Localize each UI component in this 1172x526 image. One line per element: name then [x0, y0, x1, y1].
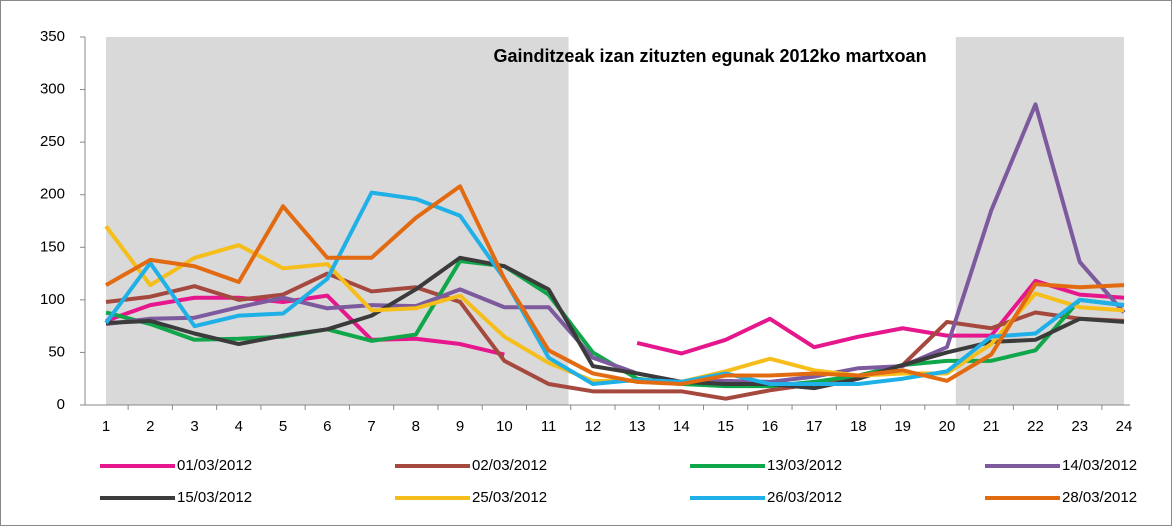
y-tick-label: 250 — [40, 133, 65, 150]
x-tick-label: 6 — [323, 418, 331, 435]
x-tick-label: 14 — [673, 418, 690, 435]
y-tick-label: 100 — [40, 291, 65, 308]
series-line — [105, 184, 1125, 386]
legend-label: 28/03/2012 — [1062, 489, 1137, 506]
x-tick-label: 10 — [496, 418, 513, 435]
legend-label: 25/03/2012 — [472, 489, 547, 506]
x-tick-label: 2 — [146, 418, 154, 435]
x-tick-label: 15 — [717, 418, 734, 435]
x-tick-label: 22 — [1027, 418, 1044, 435]
x-tick-label: 19 — [894, 418, 911, 435]
x-tick-label: 21 — [983, 418, 1000, 435]
y-tick-label: 0 — [57, 396, 65, 413]
x-tick-label: 17 — [806, 418, 823, 435]
series-line — [104, 190, 1125, 386]
series-line — [105, 255, 1125, 391]
legend-label: 26/03/2012 — [767, 489, 842, 506]
x-tick-label: 16 — [762, 418, 779, 435]
legend-label: 14/03/2012 — [1062, 457, 1137, 474]
y-tick-label: 200 — [40, 186, 65, 203]
series-line — [105, 102, 1126, 384]
y-tick-label: 150 — [40, 238, 65, 255]
x-tick-label: 11 — [541, 418, 557, 435]
x-tick-label: 5 — [279, 418, 287, 435]
y-tick-label: 300 — [40, 81, 65, 98]
x-tick-label: 8 — [412, 418, 420, 435]
y-tick-label: 350 — [40, 28, 65, 45]
x-tick-label: 3 — [190, 418, 198, 435]
x-tick-label: 7 — [367, 418, 375, 435]
x-tick-label: 24 — [1116, 418, 1133, 435]
legend-label: 13/03/2012 — [767, 457, 842, 474]
chart-title: Gainditzeak izan zituzten egunak 2012ko … — [493, 46, 926, 66]
x-tick-label: 23 — [1071, 418, 1088, 435]
shaded-band — [106, 37, 569, 405]
x-tick-label: 9 — [456, 418, 464, 435]
x-tick-label: 12 — [585, 418, 602, 435]
legend-label: 15/03/2012 — [177, 489, 252, 506]
legend-label: 01/03/2012 — [177, 457, 252, 474]
x-tick-label: 13 — [629, 418, 646, 435]
plot-area — [104, 102, 1126, 401]
x-tick-label: 18 — [850, 418, 867, 435]
x-tick-label: 4 — [235, 418, 243, 435]
x-tick-label: 20 — [939, 418, 956, 435]
x-tick-label: 1 — [102, 418, 110, 435]
legend-label: 02/03/2012 — [472, 457, 547, 474]
y-tick-label: 50 — [48, 343, 65, 360]
shaded-bands — [106, 37, 1124, 405]
